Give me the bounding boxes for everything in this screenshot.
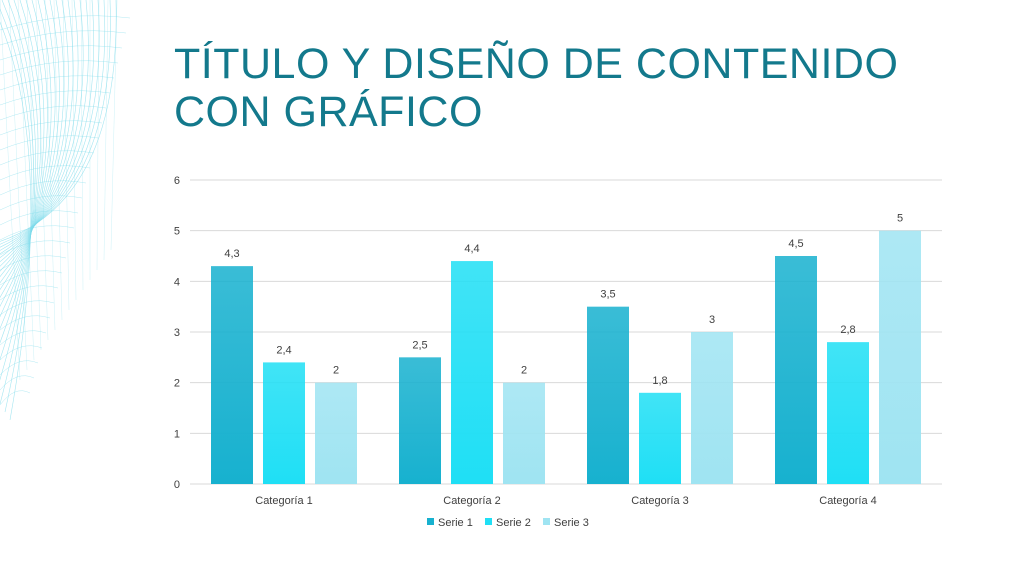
wireframe-line xyxy=(0,315,51,331)
data-label: 1,8 xyxy=(652,375,667,387)
wireframe-line xyxy=(53,0,63,321)
bar-serie-3-cat-1 xyxy=(315,382,357,484)
wireframe-line xyxy=(26,0,42,351)
data-label: 4,4 xyxy=(464,243,479,255)
legend-swatch xyxy=(485,518,492,525)
wireframe-line xyxy=(0,180,87,196)
wireframe-line xyxy=(0,120,103,136)
bar-serie-1-cat-1 xyxy=(211,266,253,484)
wireframe-line xyxy=(0,240,71,256)
wireframe-line xyxy=(0,0,111,245)
bar-serie-2-cat-3 xyxy=(639,392,681,484)
data-label: 2,4 xyxy=(276,344,291,356)
legend-label: Serie 2 xyxy=(496,517,531,529)
y-axis-ticks: 0 1 2 3 4 5 6 xyxy=(174,175,180,491)
data-labels: 4,3 2,4 2 2,5 4,4 2 3,5 1,8 3 4,5 2,8 5 xyxy=(224,213,903,387)
wireframe-line xyxy=(0,0,89,258)
wireframe-line xyxy=(0,210,79,226)
bar-serie-3-cat-3 xyxy=(691,332,733,484)
wireframe-line xyxy=(35,0,49,341)
x-tick-label: Categoría 1 xyxy=(255,495,312,507)
data-label: 2,8 xyxy=(840,324,855,336)
wireframe-line xyxy=(0,0,60,290)
y-tick-label: 4 xyxy=(174,276,180,288)
wireframe-line xyxy=(0,0,42,344)
wireframe-decoration xyxy=(0,0,131,420)
wireframe-line xyxy=(0,0,52,307)
wireframe-line xyxy=(0,225,75,241)
data-label: 5 xyxy=(897,213,903,225)
y-tick-label: 5 xyxy=(174,226,180,238)
bar-serie-2-cat-1 xyxy=(263,362,305,484)
wireframe-line xyxy=(0,390,31,406)
wireframe-line xyxy=(71,0,77,301)
slide-title: Título y diseño de contenido con gráfico xyxy=(174,40,899,136)
bar-serie-2-cat-4 xyxy=(827,342,869,484)
legend-swatch xyxy=(427,518,434,525)
y-tick-label: 1 xyxy=(174,428,180,440)
chart-legend: Serie 1 Serie 2 Serie 3 xyxy=(427,517,589,529)
wireframe-line xyxy=(103,0,109,261)
bar-serie-1-cat-3 xyxy=(587,306,629,484)
wireframe-line xyxy=(0,165,91,181)
wireframe-line xyxy=(96,0,100,271)
data-label: 4,5 xyxy=(788,238,803,250)
wireframe-line xyxy=(0,195,83,211)
wireframe-line xyxy=(0,330,47,346)
wireframe-line xyxy=(0,0,84,262)
wireframe-line xyxy=(0,75,115,91)
data-label: 3,5 xyxy=(600,289,615,301)
wireframe-line xyxy=(0,0,69,278)
legend-swatch xyxy=(543,518,550,525)
y-tick-label: 3 xyxy=(174,327,180,339)
x-axis-ticks: Categoría 1 Categoría 2 Categoría 3 Categor… xyxy=(255,495,876,507)
wireframe-line xyxy=(0,30,127,46)
wireframe-line xyxy=(62,0,70,311)
wireframe-line xyxy=(0,285,59,301)
y-tick-label: 2 xyxy=(174,378,180,390)
legend-label: Serie 3 xyxy=(554,517,589,529)
data-label: 2 xyxy=(521,365,527,377)
wireframe-line xyxy=(8,0,28,371)
data-label: 3 xyxy=(709,314,715,326)
x-tick-label: Categoría 4 xyxy=(819,495,876,507)
legend-label: Serie 1 xyxy=(438,517,473,529)
wireframe-line xyxy=(110,0,118,251)
wireframe-line xyxy=(0,0,39,361)
wireframe-line xyxy=(0,150,95,166)
wireframe-line xyxy=(0,15,131,31)
wireframe-line xyxy=(0,0,45,330)
wireframe-line xyxy=(0,0,106,248)
data-label: 2 xyxy=(333,365,339,377)
bar-serie-2-cat-2 xyxy=(451,261,493,484)
wireframe-line xyxy=(44,0,56,331)
wireframe-line xyxy=(0,0,56,298)
x-tick-label: Categoría 2 xyxy=(443,495,500,507)
wireframe-line xyxy=(0,45,123,61)
bar-serie-3-cat-4 xyxy=(879,230,921,484)
y-tick-label: 0 xyxy=(174,479,180,491)
wireframe-line xyxy=(80,0,84,291)
bar-serie-3-cat-2 xyxy=(503,382,545,484)
wireframe-line xyxy=(0,0,79,267)
x-tick-label: Categoría 3 xyxy=(631,495,688,507)
wireframe-line xyxy=(0,0,36,381)
bar-serie-1-cat-4 xyxy=(775,256,817,484)
wireframe-line xyxy=(0,300,55,316)
wireframe-line xyxy=(0,0,34,405)
wireframe-line xyxy=(0,105,107,121)
wireframe-line xyxy=(0,375,35,391)
bar-serie-1-cat-2 xyxy=(399,357,441,484)
wireframe-line xyxy=(0,345,43,361)
chart-bars xyxy=(211,230,921,484)
wireframe-line xyxy=(0,270,63,286)
wireframe-line xyxy=(0,255,67,271)
data-label: 2,5 xyxy=(412,339,427,351)
wireframe-line xyxy=(17,0,35,361)
y-tick-label: 6 xyxy=(174,175,180,187)
data-label: 4,3 xyxy=(224,248,239,260)
wireframe-line xyxy=(0,0,65,284)
wireframe-line xyxy=(0,0,21,381)
